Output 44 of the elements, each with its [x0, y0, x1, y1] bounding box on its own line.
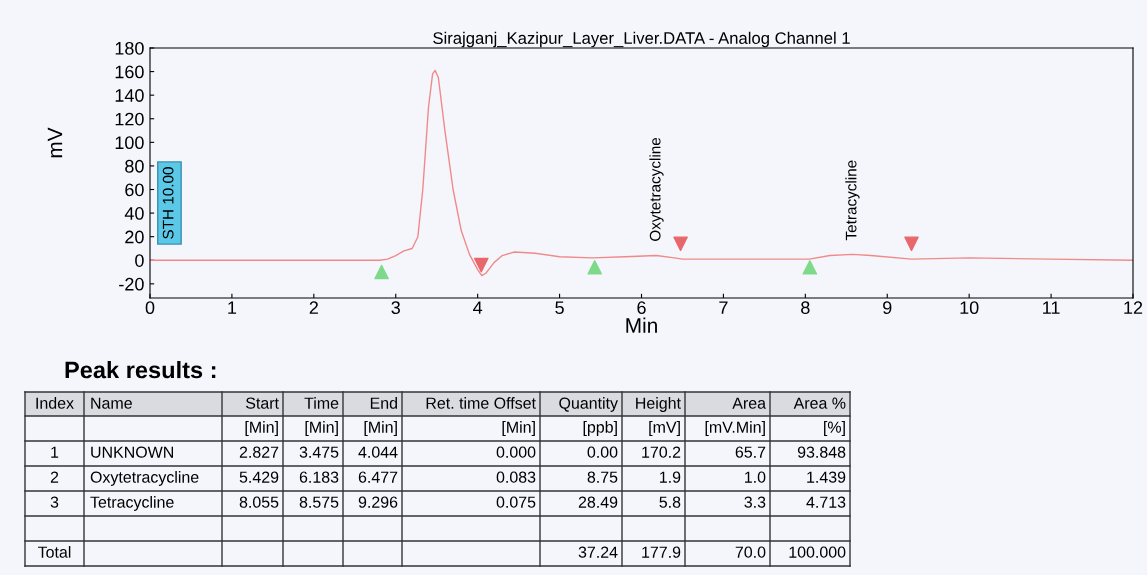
point [904, 236, 919, 252]
text: [Min] [Min] [Min] [Min] [ppb] [mV] [mV.Min] [%] [245, 421, 845, 436]
y-tick-label: 120 [115, 112, 144, 126]
y-tick-label: -20 [119, 277, 144, 291]
annotation: Oxytetracycline [649, 137, 664, 241]
annotation: STH 10.00 [162, 167, 174, 239]
y-tick-label: 160 [115, 65, 144, 79]
point [673, 236, 688, 252]
point [587, 260, 603, 275]
annotation: Tetracycline [845, 160, 860, 241]
x-axis-title: Min [626, 317, 657, 333]
y-tick-label: 0 [135, 254, 144, 267]
point [473, 257, 489, 273]
x-tick-label: 5 [555, 301, 564, 315]
point [374, 264, 389, 280]
text: 1 UNKNOWN 2.827 3.475 4.044 0.000 0.00 170.2 65.7 93.848 [51, 446, 846, 458]
text: Index Name Start Time End Ret. time Offset Quantity Height Area Area % [36, 397, 846, 412]
text: Total 37.24 177.9 70.0 100.000 [37, 546, 846, 558]
chart-title: Sirajganj_Kazipur_Layer_Liver.DATA - Analog Channel 1 [433, 31, 850, 48]
point [802, 260, 818, 275]
x-tick-label: 7 [719, 301, 728, 314]
x-tick-label: 10 [960, 301, 979, 315]
x-tick-label: 8 [801, 301, 810, 315]
x-tick-label: 0 [145, 301, 155, 315]
y-tick-label: 80 [125, 159, 144, 173]
text: Peak results : [65, 360, 216, 379]
y-tick-label: 20 [125, 230, 144, 244]
x-tick-label: 4 [473, 301, 483, 314]
text: 3 Tetracycline 8.055 8.575 9.296 0.075 28.49 5.8 3.3 4.713 [50, 496, 846, 511]
text: 2 Oxytetracycline 5.429 6.183 6.477 0.083 8.75 1.9 1.0 1.439 [50, 471, 846, 486]
y-axis-title: mV [47, 127, 63, 158]
x-tick-label: 6 [637, 301, 646, 315]
y-tick-label: 40 [124, 207, 144, 220]
x-tick-label: 2 [309, 301, 318, 314]
x-tick-label: 1 [228, 301, 237, 314]
y-tick-label: 180 [115, 41, 144, 55]
x-tick-label: 9 [883, 301, 892, 315]
x-tick-label: 12 [1124, 301, 1143, 314]
x-tick-label: 3 [391, 301, 400, 315]
y-tick-label: 100 [115, 136, 144, 150]
y-tick-label: 140 [115, 89, 144, 102]
y-tick-label: 60 [125, 183, 144, 197]
x-tick-label: 11 [1043, 301, 1060, 314]
line-series [150, 69, 1133, 277]
